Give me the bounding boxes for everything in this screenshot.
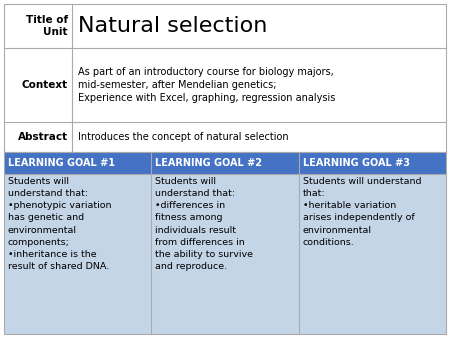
Bar — [4, 152, 446, 334]
Text: Abstract: Abstract — [18, 132, 68, 142]
Text: Context: Context — [22, 80, 68, 90]
Text: Students will
understand that:
•differences in
fitness among
individuals result
: Students will understand that: •differen… — [155, 177, 253, 271]
Text: Introduces the concept of natural selection: Introduces the concept of natural select… — [78, 132, 288, 142]
Bar — [4, 4, 446, 152]
Text: Natural selection: Natural selection — [78, 16, 267, 36]
Bar — [4, 174, 151, 334]
Text: Title of
Unit: Title of Unit — [26, 15, 68, 37]
Bar — [151, 152, 299, 174]
Bar — [299, 152, 446, 174]
Bar — [4, 152, 151, 174]
Text: Students will
understand that:
•phenotypic variation
has genetic and
environment: Students will understand that: •phenotyp… — [8, 177, 112, 271]
Text: LEARNING GOAL #2: LEARNING GOAL #2 — [155, 158, 262, 168]
Text: LEARNING GOAL #1: LEARNING GOAL #1 — [8, 158, 115, 168]
Bar — [299, 174, 446, 334]
Bar — [151, 174, 299, 334]
Text: Students will understand
that:
•heritable variation
arises independently of
envi: Students will understand that: •heritabl… — [303, 177, 421, 247]
Text: LEARNING GOAL #3: LEARNING GOAL #3 — [303, 158, 410, 168]
Text: As part of an introductory course for biology majors,
mid-semester, after Mendel: As part of an introductory course for bi… — [78, 67, 335, 103]
